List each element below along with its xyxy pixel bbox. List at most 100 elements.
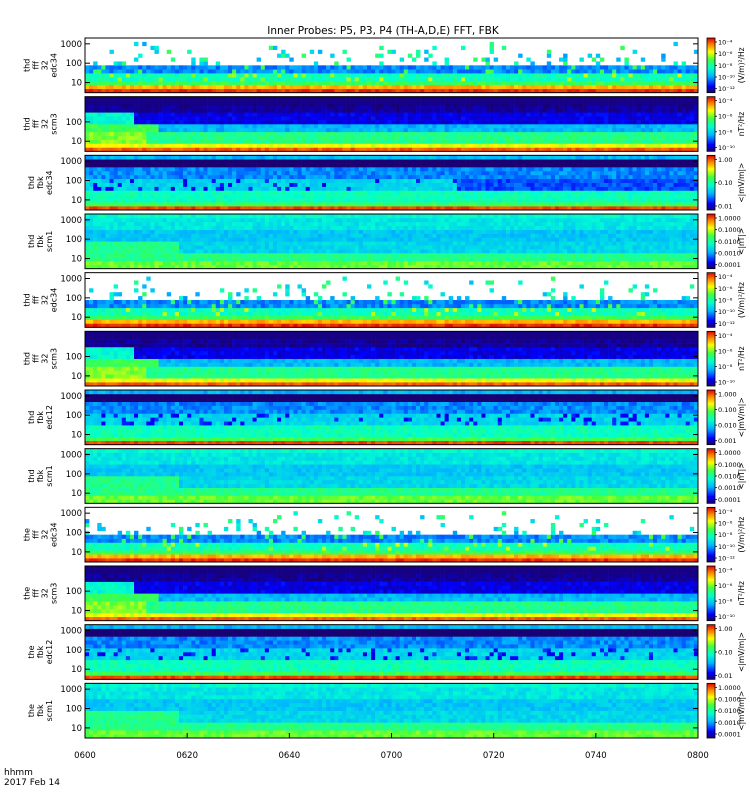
spectrogram-cell [306,104,310,108]
spectrogram-cell [383,128,387,132]
spectrogram-cell [216,179,220,183]
spectrogram-cell [477,85,481,89]
spectrogram-cell [682,132,686,136]
spectrogram-cell [453,97,457,101]
spectrogram-cell [167,144,171,148]
spectrogram-cell [436,163,440,167]
spectrogram-cell [281,190,285,194]
spectrogram-cell [163,112,167,116]
spectrogram-cell [579,112,583,116]
spectrogram-cell [261,144,265,148]
spectrogram-cell [114,85,118,89]
spectrogram-cell [473,190,477,194]
spectrogram-cell [105,112,109,116]
spectrogram-cell [555,202,559,206]
spectrogram-cell [248,101,252,105]
spectrogram-cell [277,194,281,198]
spectrogram-cell [473,69,477,73]
spectrogram-cell [334,97,338,101]
spectrogram-cell [338,171,342,175]
spectrogram-cell [244,65,248,69]
spectrogram-cell [110,194,114,198]
spectrogram-cell [310,77,314,81]
spectrogram-cell [159,202,163,206]
spectrogram-cell [522,171,526,175]
spectrogram-cell [302,175,306,179]
spectrogram-cell [494,202,498,206]
spectrogram-cell [265,190,269,194]
spectrogram-cell [383,81,387,85]
spectrogram-cell [130,112,134,116]
spectrogram-cell [494,104,498,108]
spectrogram-cell [604,97,608,101]
spectrogram-cell [179,140,183,144]
spectrogram-cell [216,140,220,144]
spectrogram-cell [306,179,310,183]
spectrogram-cell [199,167,203,171]
spectrogram-cell [559,108,563,112]
spectrogram-cell [432,116,436,120]
spectrogram-cell [342,202,346,206]
spectrogram-cell [445,175,449,179]
spectrogram-cell [457,187,461,191]
spectrogram-cell [281,163,285,167]
spectrogram-cell [367,136,371,140]
spectrogram-cell [506,85,510,89]
spectrogram-cell [195,65,199,69]
spectrogram-cell [416,187,420,191]
spectrogram-cell [559,97,563,101]
spectrogram-cell [678,101,682,105]
spectrogram-cell [179,69,183,73]
spectrogram-cell [322,194,326,198]
spectrogram-cell [298,108,302,112]
spectrogram-cell [559,179,563,183]
spectrogram-cell [110,77,114,81]
spectrogram-cell [690,104,694,108]
spectrogram-cell [298,116,302,120]
spectrogram-cell [432,183,436,187]
spectrogram-cell [686,124,690,128]
spectrogram-cell [469,159,473,163]
spectrogram-cell [85,132,89,136]
spectrogram-cell [134,116,138,120]
spectrogram-cell [110,179,114,183]
spectrogram-cell [130,120,134,124]
spectrogram-cell [306,175,310,179]
spectrogram-cell [179,81,183,85]
spectrogram-cell [530,101,534,105]
spectrogram-cell [641,81,645,85]
spectrogram-cell [355,159,359,163]
spectrogram-cell [579,140,583,144]
spectrogram-cell [494,187,498,191]
spectrogram-cell [330,144,334,148]
spectrogram-cell [449,101,453,105]
spectrogram-cell [273,171,277,175]
spectrogram-cell [199,65,203,69]
spectrogram-cell [159,183,163,187]
spectrogram-cell [318,101,322,105]
spectrogram-cell [289,81,293,85]
spectrogram-cell [498,104,502,108]
spectrogram-cell [314,140,318,144]
spectrogram-cell [608,144,612,148]
spectrogram-cell [461,73,465,77]
spectrogram-cell [465,202,469,206]
spectrogram-cell [494,144,498,148]
spectrogram-cell [551,112,555,116]
spectrogram-cell [559,65,563,69]
spectrogram-cell [163,132,167,136]
spectrogram-cell [490,179,494,183]
spectrogram-cell [212,108,216,112]
spectrogram-cell [690,124,694,128]
spectrogram-cell [228,175,232,179]
spectrogram-cell [412,120,416,124]
spectrogram-cell [494,179,498,183]
spectrogram-cell [236,81,240,85]
spectrogram-cell [355,116,359,120]
spectrogram-cell [118,144,122,148]
spectrogram-cell [596,132,600,136]
spectrogram-cell [273,198,277,202]
spectrogram-cell [555,171,559,175]
spectrogram-cell [469,65,473,69]
spectrogram-cell [273,163,277,167]
